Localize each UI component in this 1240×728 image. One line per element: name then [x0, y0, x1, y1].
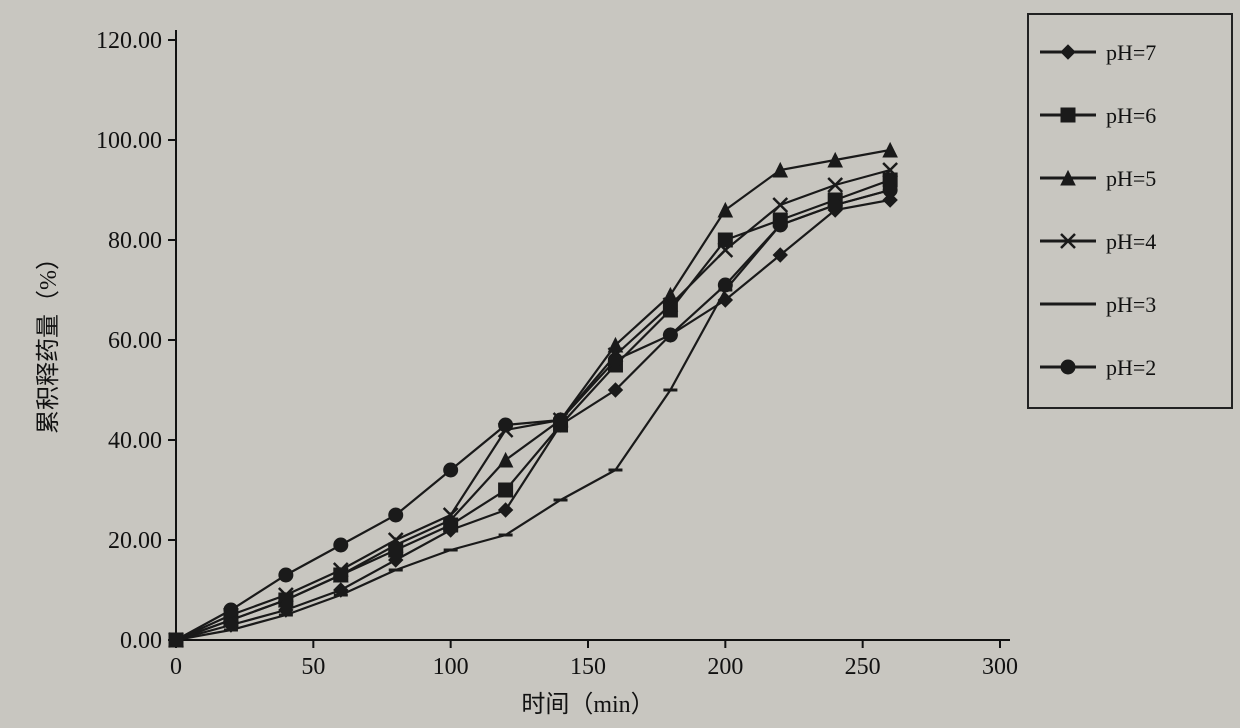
svg-text:60.00: 60.00 [108, 328, 162, 354]
svg-text:pH=6: pH=6 [1106, 103, 1156, 128]
svg-text:0: 0 [170, 654, 182, 680]
svg-text:0.00: 0.00 [120, 628, 162, 654]
svg-text:时间（min）: 时间（min） [521, 691, 654, 718]
chart-svg: 0.00 20.00 40.00 60.00 80.00 100.00 120.00 0 50 1… [0, 0, 1240, 728]
release-chart: 0.00 20.00 40.00 60.00 80.00 100.00 120.00 0 50 1… [0, 0, 1240, 728]
svg-text:50: 50 [301, 654, 325, 680]
svg-text:100.00: 100.00 [96, 128, 162, 154]
svg-text:20.00: 20.00 [108, 528, 162, 554]
svg-text:120.00: 120.00 [96, 28, 162, 54]
svg-text:300: 300 [982, 654, 1018, 680]
svg-text:150: 150 [570, 654, 606, 680]
svg-text:pH=3: pH=3 [1106, 292, 1156, 317]
svg-text:100: 100 [433, 654, 469, 680]
svg-text:pH=4: pH=4 [1106, 229, 1156, 254]
svg-text:累积释药量（%）: 累积释药量（%） [35, 246, 62, 434]
svg-text:80.00: 80.00 [108, 228, 162, 254]
svg-text:pH=2: pH=2 [1106, 355, 1156, 380]
svg-text:200: 200 [707, 654, 743, 680]
svg-text:pH=7: pH=7 [1106, 40, 1156, 65]
svg-text:250: 250 [845, 654, 881, 680]
svg-text:40.00: 40.00 [108, 428, 162, 454]
svg-text:pH=5: pH=5 [1106, 166, 1156, 191]
